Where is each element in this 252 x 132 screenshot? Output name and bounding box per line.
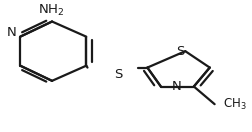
Text: S: S (115, 69, 123, 81)
Text: N: N (172, 80, 182, 93)
Text: CH$_3$: CH$_3$ (223, 97, 247, 112)
Text: NH$_2$: NH$_2$ (38, 3, 64, 18)
Text: S: S (176, 45, 184, 58)
Text: N: N (7, 26, 17, 39)
